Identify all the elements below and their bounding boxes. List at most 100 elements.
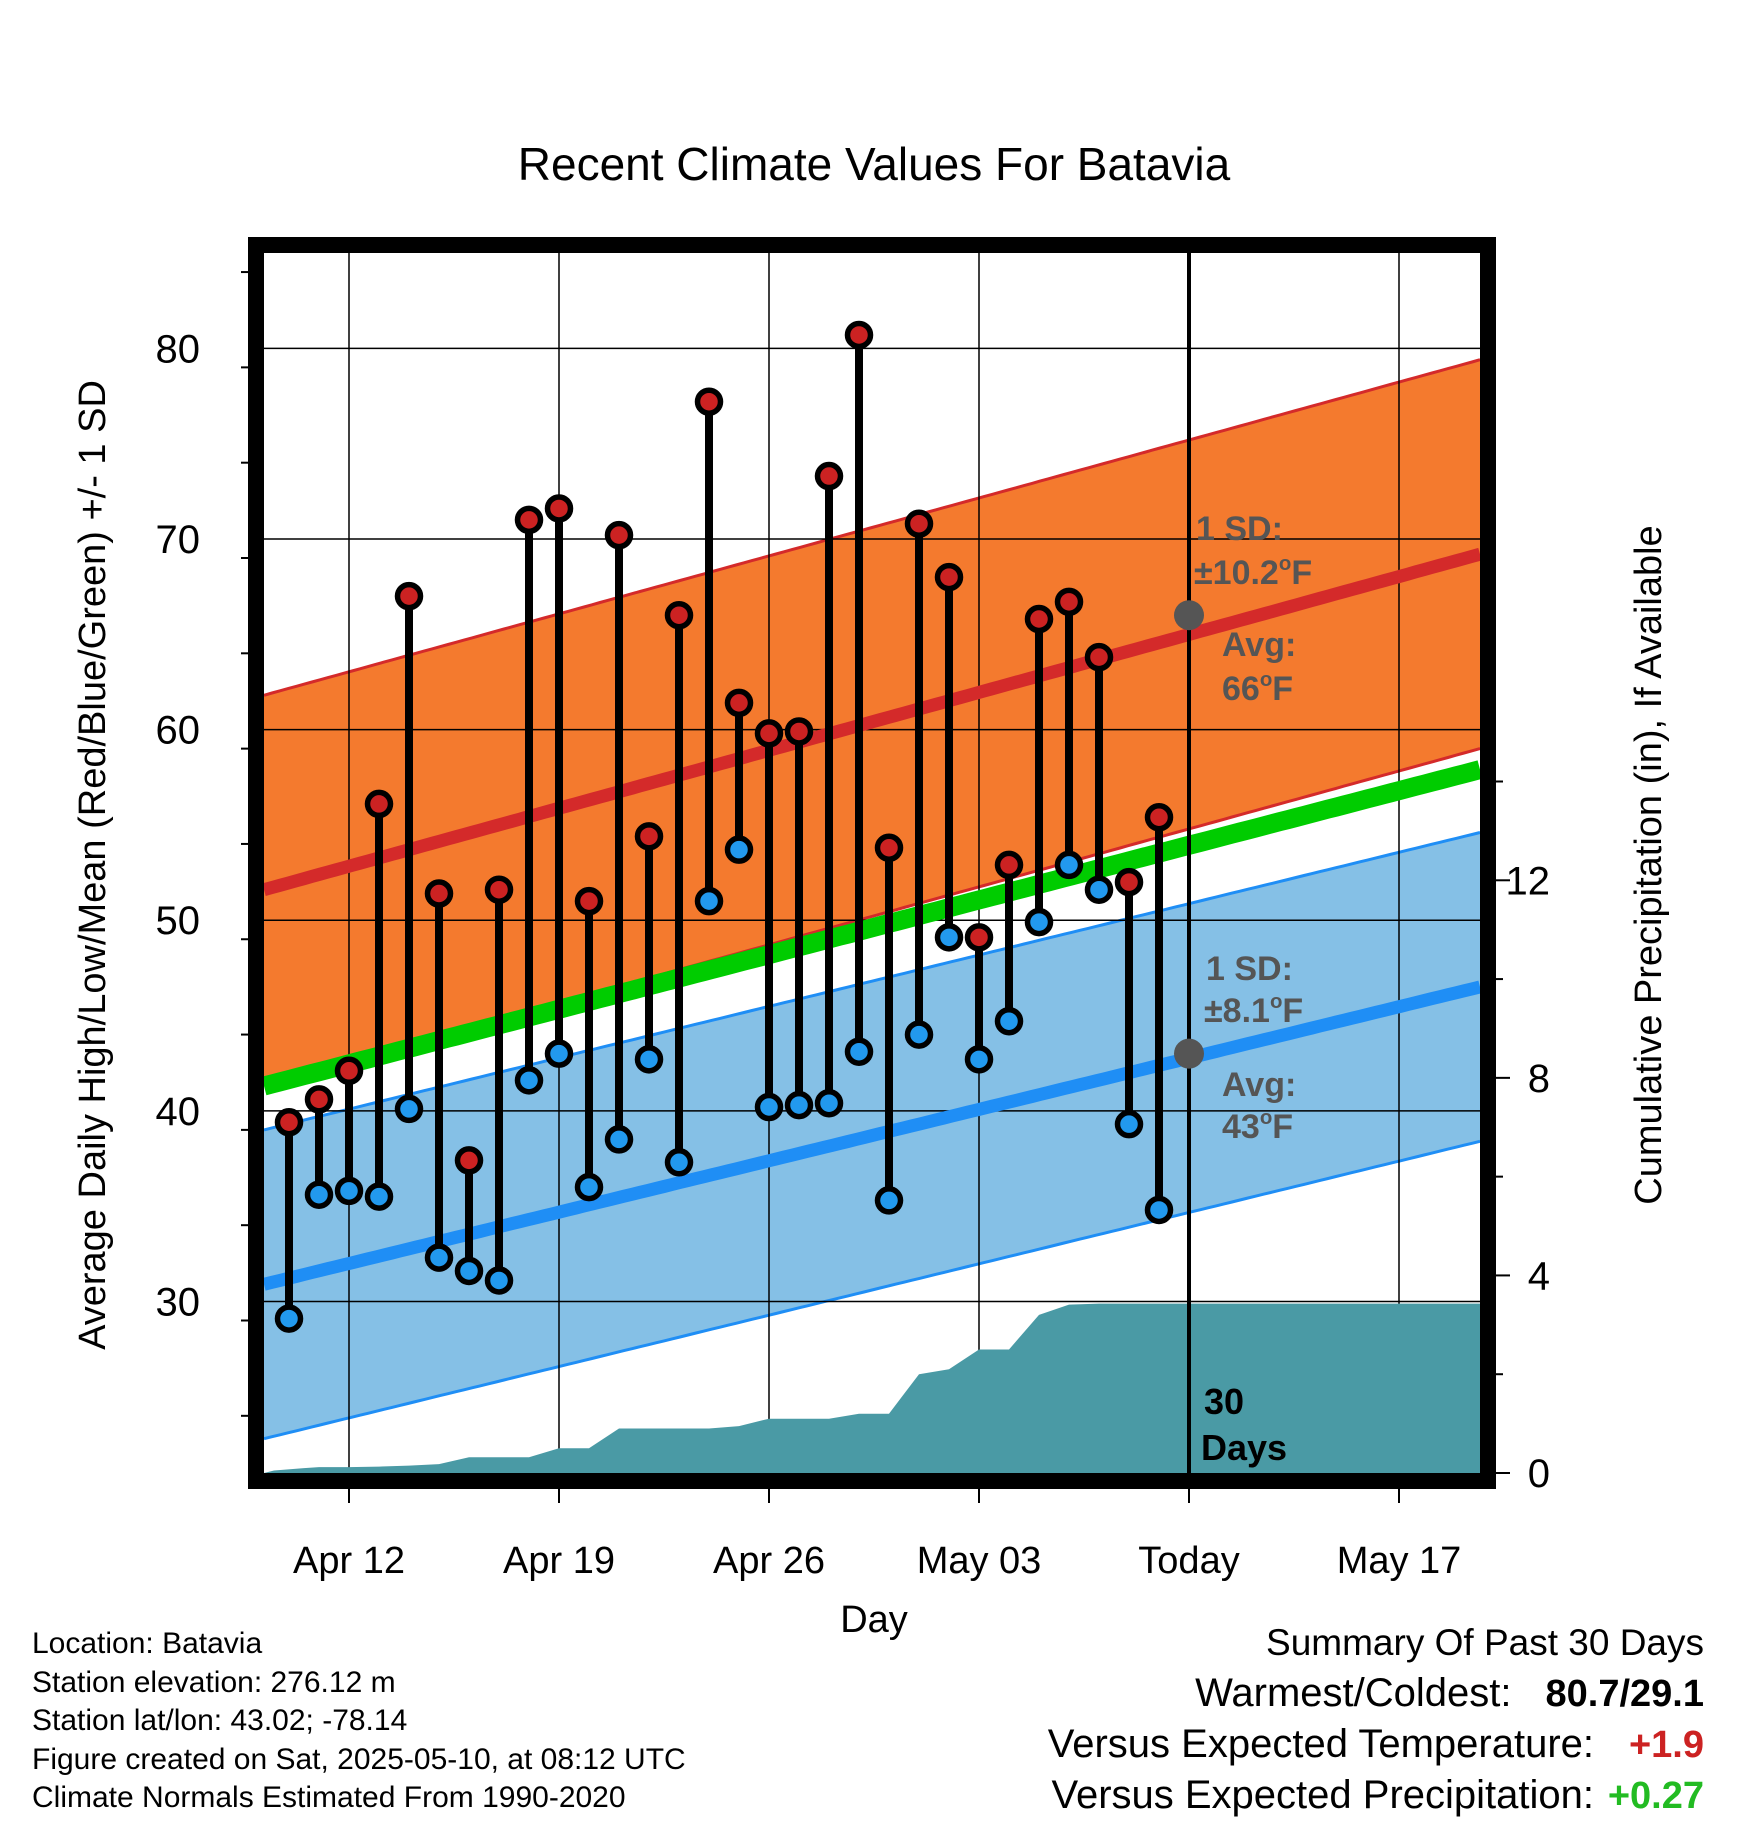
daily-low-point [334, 1176, 364, 1206]
high-sd-label: 1 SD: [1196, 510, 1283, 548]
daily-high-point [1054, 587, 1084, 617]
daily-high-point [424, 879, 454, 908]
daily-low-point [664, 1148, 694, 1177]
high-sd-value: ±10.2oF [1194, 553, 1312, 592]
daily-high-point [694, 387, 724, 416]
low-avg-label: Avg: [1222, 1066, 1296, 1104]
daily-high-point [514, 505, 544, 535]
daily-high-point [334, 1056, 364, 1086]
x-tick-label: Today [1138, 1540, 1239, 1582]
daily-low-point [544, 1039, 574, 1068]
daily-high-point [784, 717, 814, 746]
low-avg-value: 43oF [1222, 1107, 1293, 1146]
daily-high-point [754, 719, 784, 748]
y-axis-label-left: Average Daily High/Low/Mean (Red/Blue/Gr… [72, 380, 114, 1350]
daily-low-point [604, 1125, 634, 1154]
normal-mean-line [261, 760, 1483, 1096]
plot-frame [248, 237, 1496, 1489]
daily-low-point [934, 923, 964, 952]
today-high-avg-marker [1174, 600, 1204, 631]
daily-low-point [454, 1256, 484, 1286]
days-window-word: Days [1201, 1427, 1287, 1468]
daily-low-point [1084, 875, 1114, 904]
y-tick-label-left: 80 [156, 327, 201, 371]
y-tick-label-left: 30 [156, 1280, 201, 1324]
daily-high-point [484, 875, 514, 904]
daily-high-point [1024, 604, 1054, 634]
x-axis-label: Day [840, 1599, 908, 1641]
temp-anomaly-label: Versus Expected Temperature: [1047, 1722, 1594, 1766]
chart-title: Recent Climate Values For Batavia [518, 138, 1231, 190]
warm-cold-value: 80.7/29.1 [1545, 1673, 1704, 1715]
warm-cold-label: Warmest/Coldest: [1195, 1671, 1512, 1715]
y-tick-label-right: 4 [1528, 1254, 1550, 1298]
info-created: Figure created on Sat, 2025-05-10, at 08… [32, 1742, 686, 1776]
precip-anomaly-value: +0.27 [1607, 1775, 1704, 1817]
daily-high-point [814, 461, 844, 491]
daily-high-point [454, 1146, 484, 1175]
high-band-upper-edge [263, 358, 1481, 697]
daily-high-point [1144, 803, 1174, 832]
y-tick-label-right: 0 [1528, 1452, 1550, 1496]
daily-low-point [304, 1180, 334, 1209]
daily-low-point [394, 1094, 424, 1124]
daily-high-point [364, 789, 394, 819]
daily-high-point [304, 1085, 334, 1114]
daily-high-point [1084, 642, 1114, 672]
y-tick-label-left: 50 [156, 899, 201, 943]
high-avg-value: 66oF [1222, 669, 1293, 708]
daily-low-point [484, 1266, 514, 1295]
y-axis-label-right: Cumulative Precipitation (in), If Availa… [1628, 525, 1670, 1204]
daily-high-point [844, 320, 874, 350]
temp-anomaly-value: +1.9 [1628, 1724, 1704, 1766]
daily-low-point [364, 1182, 394, 1211]
info-location: Location: Batavia [32, 1627, 263, 1660]
daily-low-point [274, 1304, 304, 1333]
daily-low-point [814, 1088, 844, 1118]
daily-high-point [904, 509, 934, 538]
daily-high-point [574, 886, 604, 916]
today-low-avg-marker [1174, 1038, 1204, 1069]
info-elevation: Station elevation: 276.12 m [32, 1665, 396, 1699]
daily-high-point [994, 850, 1024, 880]
x-tick-label: Apr 12 [293, 1540, 405, 1582]
daily-low-point [754, 1092, 784, 1122]
daily-low-point [784, 1090, 814, 1120]
daily-low-point [694, 886, 724, 916]
y-tick-label-left: 40 [156, 1090, 201, 1134]
daily-low-point [574, 1172, 604, 1202]
summary-panel: Summary Of Past 30 Days Warmest/Coldest:… [1048, 1617, 1704, 1821]
low-sd-value: ±8.1oF [1204, 991, 1303, 1030]
summary-title: Summary Of Past 30 Days [1266, 1622, 1704, 1663]
daily-low-point [1114, 1109, 1144, 1139]
normal-high-line [262, 547, 1482, 896]
daily-low-point [904, 1020, 934, 1049]
daily-low-point [424, 1243, 454, 1272]
daily-high-point [964, 923, 994, 952]
low-sd-label: 1 SD: [1206, 950, 1293, 988]
info-latlon: Station lat/lon: 43.02; -78.14 [32, 1704, 408, 1737]
daily-low-point [634, 1045, 664, 1074]
daily-high-point [394, 581, 424, 611]
low-band-upper-edge [263, 831, 1481, 1132]
station-info: Location: Batavia Station elevation: 276… [32, 1625, 686, 1818]
daily-high-point [634, 822, 664, 851]
x-tick-label: May 17 [1337, 1540, 1462, 1582]
info-normals: Climate Normals Estimated From 1990-2020 [32, 1781, 626, 1814]
daily-low-point [1024, 907, 1054, 937]
low-band-lower-edge [263, 1139, 1481, 1441]
x-tick-label: May 03 [917, 1540, 1042, 1582]
daily-high-point [664, 600, 694, 630]
daily-low-point [724, 835, 754, 864]
precip-anomaly-label: Versus Expected Precipitation: [1051, 1773, 1594, 1817]
days-window-number: 30 [1204, 1381, 1244, 1422]
y-tick-label-left: 60 [156, 709, 201, 753]
daily-high-point [274, 1108, 304, 1137]
daily-low-point [1144, 1195, 1174, 1225]
daily-high-point [874, 833, 904, 862]
y-tick-label-right: 8 [1528, 1057, 1550, 1101]
high-avg-label: Avg: [1222, 626, 1296, 664]
daily-low-point [874, 1186, 904, 1215]
precip-area [264, 1303, 1480, 1473]
